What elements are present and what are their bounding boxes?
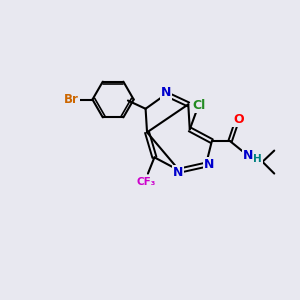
Text: N: N	[204, 158, 215, 171]
Text: N: N	[161, 86, 171, 99]
Text: Br: Br	[64, 93, 79, 106]
Text: CF₃: CF₃	[137, 177, 156, 188]
Text: N: N	[173, 166, 183, 179]
Text: Cl: Cl	[192, 99, 205, 112]
Text: O: O	[233, 113, 244, 126]
Text: H: H	[254, 154, 262, 164]
Text: N: N	[243, 149, 254, 162]
